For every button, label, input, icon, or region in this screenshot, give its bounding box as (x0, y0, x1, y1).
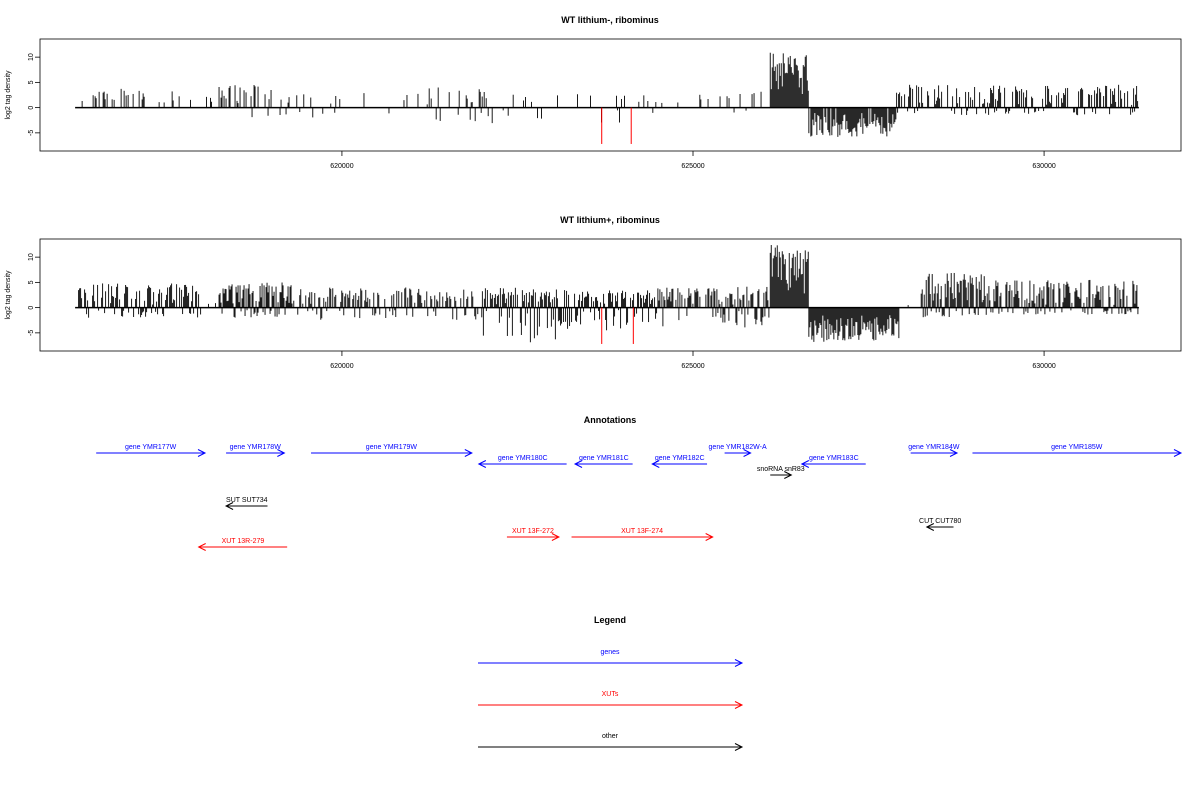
arrow-head (551, 533, 561, 541)
coverage-bars (75, 52, 1139, 144)
feature-label: SUT SUT734 (226, 497, 268, 504)
feature-label: gene YMR182W-A (709, 444, 767, 451)
x-tick-label: 630000 (1032, 163, 1055, 170)
arrow-head (800, 460, 810, 468)
y-axis: -5 0 5 10 (28, 253, 40, 336)
x-tick-label: 620000 (330, 163, 353, 170)
legend-item-genes: genes (478, 649, 744, 667)
feature-gene-ymr179w: gene YMR179W (311, 444, 473, 457)
arrow-head (477, 460, 487, 468)
y-axis-label: log2 tag density (5, 70, 12, 120)
feature-gene-ymr185w: gene YMR185W (972, 444, 1183, 457)
arrow-head (197, 449, 207, 457)
y-tick-label: -5 (28, 330, 35, 336)
legend-item-xuts: XUTs (478, 691, 744, 709)
feature-gene-ymr178w: gene YMR178W (226, 444, 286, 457)
legend-label: XUTs (602, 691, 619, 698)
feature-xut-13r-279: XUT 13R-279 (197, 538, 288, 551)
arrow-head (734, 743, 744, 751)
y-tick-label: 0 (28, 106, 35, 110)
y-axis: -5 0 5 10 (28, 53, 40, 136)
feature-gene-ymr184w: gene YMR184W (908, 444, 960, 457)
feature-xut-13f-274: XUT 13F-274 (571, 528, 714, 541)
feature-gene-ymr181c: gene YMR181C (573, 455, 633, 468)
feature-sut-sut734: SUT SUT734 (224, 497, 268, 510)
arrow-head (784, 471, 793, 479)
feature-label: gene YMR180C (498, 455, 548, 462)
coverage-bars (75, 245, 1139, 344)
legend-item-other: other (478, 733, 744, 751)
feature-arrows: gene YMR177W gene YMR178W gene YMR179W gene… (96, 444, 1183, 551)
arrow-head (734, 659, 744, 667)
coverage-panel-lithium-plus: WT lithium+, ribominus log2 tag density … (5, 215, 1182, 370)
arrow-head (573, 460, 583, 468)
x-axis: 620000 625000 630000 (330, 351, 1056, 370)
x-axis: 620000 625000 630000 (330, 151, 1056, 170)
feature-gene-ymr183c: gene YMR183C (800, 455, 866, 468)
feature-label: CUT CUT780 (919, 518, 961, 525)
feature-label: XUT 13R-279 (222, 538, 265, 545)
feature-label: gene YMR181C (579, 455, 629, 462)
arrow-head (464, 449, 473, 457)
feature-xut-13f-272: XUT 13F-272 (506, 528, 561, 541)
legend-title: Legend (594, 615, 626, 625)
feature-label: snoRNA snR83 (757, 466, 805, 473)
arrow-head (949, 449, 959, 457)
arrow-head (224, 502, 234, 510)
x-tick-label: 620000 (330, 363, 353, 370)
legend-items: genes XUTs other (478, 649, 744, 751)
feature-snorna-snr83: snoRNA snR83 (757, 466, 805, 479)
feature-label: gene YMR184W (908, 444, 960, 451)
feature-gene-ymr177w: gene YMR177W (96, 444, 207, 457)
annotations-track: Annotations gene YMR177W gene YMR178W gene… (96, 415, 1183, 551)
y-tick-label: 10 (28, 53, 35, 61)
arrow-head (651, 460, 660, 468)
panel-title: WT lithium-, ribominus (561, 15, 659, 25)
legend-label: genes (600, 649, 620, 656)
feature-label: XUT 13F-274 (621, 528, 663, 535)
feature-label: XUT 13F-272 (512, 528, 554, 535)
y-tick-label: 0 (28, 306, 35, 310)
feature-gene-ymr182c: gene YMR182C (651, 455, 708, 468)
x-tick-label: 630000 (1032, 363, 1055, 370)
coverage-panel-lithium-minus: WT lithium-, ribominus log2 tag density … (5, 15, 1182, 170)
arrow-head (277, 449, 286, 457)
legend: Legend genes XUTs other (478, 615, 744, 751)
y-tick-label: 10 (28, 253, 35, 261)
panel-title: WT lithium+, ribominus (560, 215, 660, 225)
arrow-head (925, 523, 935, 531)
arrow-head (743, 449, 752, 457)
y-tick-label: -5 (28, 130, 35, 136)
feature-label: gene YMR177W (125, 444, 177, 451)
y-tick-label: 5 (28, 280, 35, 284)
feature-label: gene YMR183C (809, 455, 859, 462)
annotations-title: Annotations (584, 415, 637, 425)
plot-frame (39, 238, 1182, 352)
feature-cut-cut780: CUT CUT780 (919, 518, 961, 531)
arrow-head (1173, 449, 1183, 457)
y-tick-label: 5 (28, 80, 35, 84)
feature-label: gene YMR182C (655, 455, 705, 462)
plot-frame (39, 38, 1182, 152)
feature-label: gene YMR179W (366, 444, 418, 451)
arrow-head (705, 533, 714, 541)
feature-label: gene YMR178W (230, 444, 282, 451)
legend-label: other (602, 733, 619, 740)
y-axis-label: log2 tag density (5, 270, 12, 320)
feature-gene-ymr180c: gene YMR180C (477, 455, 567, 468)
x-tick-label: 625000 (681, 163, 704, 170)
arrow-head (734, 701, 744, 709)
arrow-head (197, 543, 206, 551)
feature-label: gene YMR185W (1051, 444, 1103, 451)
x-tick-label: 625000 (681, 363, 704, 370)
feature-gene-ymr182w-a: gene YMR182W-A (709, 444, 767, 457)
